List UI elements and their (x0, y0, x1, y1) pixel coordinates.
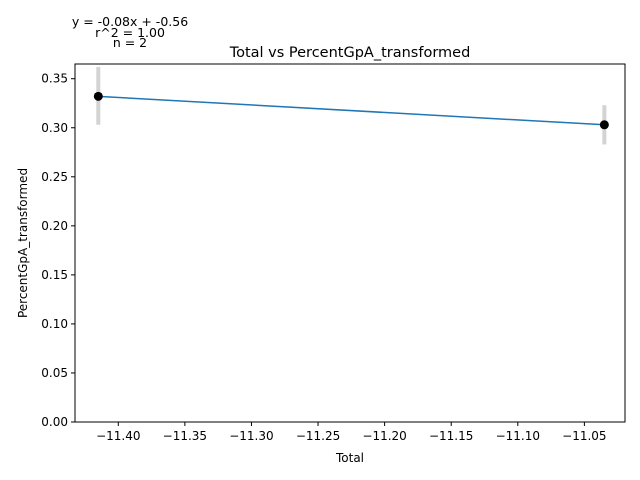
x-tick-label: −11.15 (429, 429, 473, 443)
y-tick-label: 0.25 (41, 170, 68, 184)
x-tick-label: −11.05 (562, 429, 606, 443)
x-tick-label: −11.10 (496, 429, 540, 443)
x-tick-label: −11.35 (163, 429, 207, 443)
y-tick-label: 0.20 (41, 219, 68, 233)
data-point (599, 120, 609, 130)
y-tick-label: 0.35 (41, 72, 68, 86)
x-tick-label: −11.25 (296, 429, 340, 443)
fit-line-group (98, 95, 605, 126)
x-axis-ticks: −11.40 −11.35 −11.30 −11.25 −11.20 −11.15 −11.… (96, 422, 607, 443)
fit-equation-annotation: y = -0.08x + -0.56 (72, 14, 188, 29)
n-annotation: n = 2 (113, 35, 147, 50)
r-squared-annotation: r^2 = 1.00 (95, 25, 165, 40)
y-tick-label: 0.10 (41, 317, 68, 331)
data-point (93, 91, 103, 101)
x-axis-label: Total (335, 451, 364, 465)
y-tick-label: 0.00 (41, 415, 68, 429)
plot-area-frame (74, 63, 626, 423)
y-tick-label: 0.05 (41, 366, 68, 380)
x-tick-label: −11.30 (229, 429, 273, 443)
y-tick-label: 0.30 (41, 121, 68, 135)
y-tick-label: 0.15 (41, 268, 68, 282)
x-tick-label: −11.20 (362, 429, 406, 443)
y-axis-ticks: 0.00 0.05 0.10 0.15 0.20 0.25 0.30 0.35 (41, 72, 75, 429)
data-points (93, 91, 609, 130)
regression-line (98, 95, 605, 126)
chart-title: Total vs PercentGpA_transformed (229, 45, 471, 61)
y-axis-label: PercentGpA_transformed (16, 168, 30, 318)
x-tick-label: −11.40 (96, 429, 140, 443)
